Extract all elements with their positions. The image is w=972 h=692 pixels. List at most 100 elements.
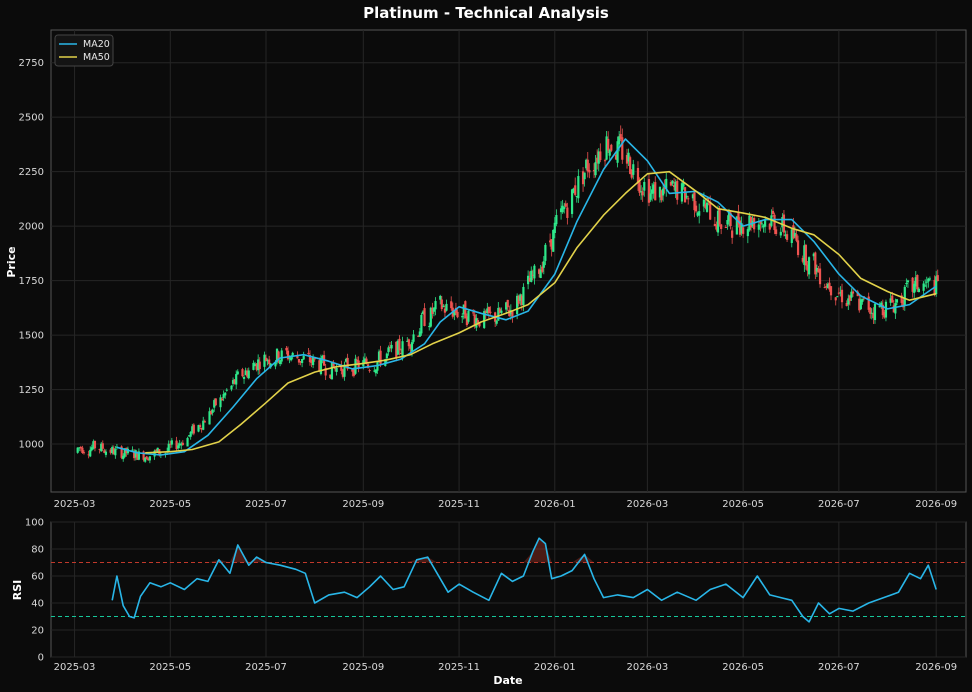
candle-body [694,205,698,212]
candle-body [625,154,629,164]
candle-body [203,421,206,423]
candle-body [638,181,641,193]
candle-body [632,164,635,175]
candle-body [310,359,313,363]
candle-body [428,326,431,328]
candle-body [621,137,624,160]
candle-body [373,370,376,372]
price-x-tick-label: 2025-05 [149,499,191,510]
candle-body [900,295,903,303]
candle-body [385,353,388,359]
price-y-tick-label: 2500 [19,113,44,124]
rsi-y-tick-label: 60 [31,572,44,583]
legend-box [54,34,114,67]
candle-body [257,359,260,371]
candle-body [548,240,552,243]
candle-body [308,354,312,363]
price-y-tick-label: 1250 [19,385,44,396]
candle-body [148,456,151,461]
candle-body [296,355,299,359]
rsi-y-tick-label: 0 [38,653,44,664]
price-y-tick-label: 2000 [19,222,44,233]
chart-title: Platinum - Technical Analysis [363,4,609,22]
candle-body [274,362,277,367]
candle-body [583,172,586,180]
candle-body [713,223,716,227]
candle-body [376,362,379,371]
candle-body [242,376,246,379]
candle-body [123,448,126,457]
candle-body [785,234,789,240]
candle-body [826,283,829,289]
candle-body [731,230,734,238]
candle-body [640,191,643,193]
ma50-line [145,170,937,454]
candle-body [861,298,864,302]
candle-body [498,308,501,313]
candle-body [467,310,470,322]
candle-body [429,307,432,327]
candle-body [332,363,335,367]
candle-body [685,195,688,198]
candle-body [693,192,696,211]
candle-body [740,223,743,234]
candle-body [233,379,236,384]
candle-body [198,425,202,428]
candle-body [691,194,695,199]
candle-body [170,440,173,445]
candle-body [834,297,837,301]
candle-body [905,283,908,285]
ma20-line [116,138,937,456]
candle-body [774,229,778,235]
candle-body [211,409,214,413]
candle-body [935,276,938,295]
candle-body [729,212,732,227]
candle-body [225,389,228,391]
candle-body [395,341,398,358]
candle-body [101,443,104,449]
candle-body [456,311,459,318]
candle-body [517,296,520,304]
candle-body [867,296,870,310]
candle-body [702,199,705,207]
rsi-x-tick-label: 2025-11 [438,662,480,673]
candle-body [368,370,371,372]
candle-body [104,451,108,455]
rsi-y-tick-label: 80 [31,545,44,556]
candle-body [660,190,663,201]
candle-body [478,322,481,327]
candle-body [541,266,544,272]
candle-body [683,187,687,203]
candle-body [464,301,467,319]
candle-body [627,152,630,162]
rsi-x-tick-label: 2026-03 [626,662,668,673]
price-x-tick-label: 2025-09 [342,499,384,510]
candle-body [420,314,423,334]
candle-body [676,180,679,200]
candle-body [224,392,227,396]
candle-body [812,253,815,257]
candle-body [302,355,305,360]
candle-body [641,191,644,196]
candle-body [329,374,332,379]
legend-ma20-label: MA20 [83,39,110,50]
candle-body [418,331,421,337]
price-x-tick-label: 2026-09 [915,499,957,510]
candle-body [277,351,280,362]
price-y-tick-label: 2750 [19,58,44,69]
candle-body [649,193,652,200]
candle-body [197,425,200,432]
candle-body [450,301,453,309]
candle-body [538,269,541,274]
candle-body [103,450,106,453]
rsi-y-tick-label: 40 [31,599,44,610]
candle-body [782,214,786,233]
candle-body [189,431,192,437]
candle-body [508,309,511,317]
candle-body [396,340,399,355]
candle-body [726,220,729,225]
candle-body [836,296,839,298]
candle-body [208,411,211,425]
candle-body [851,291,855,294]
candle-body [406,340,409,342]
